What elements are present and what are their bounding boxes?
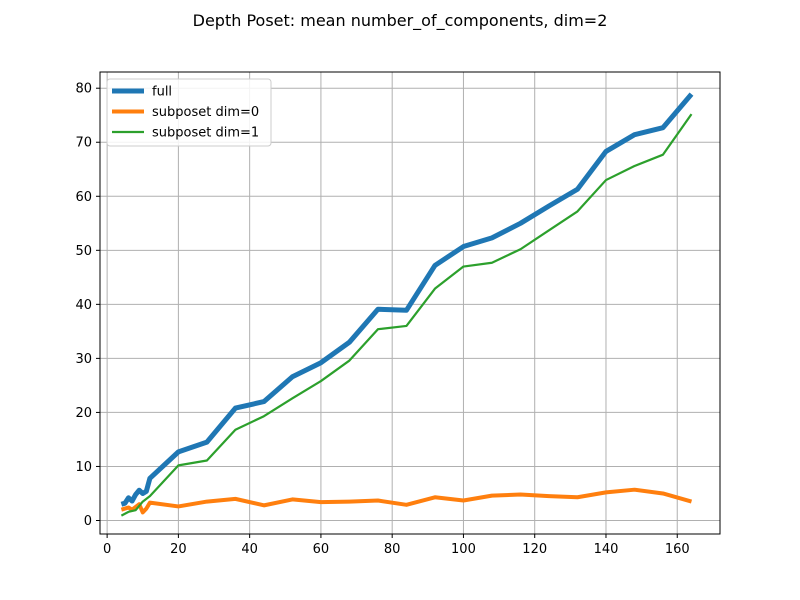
legend: full subposet dim=0 subposet dim=1 bbox=[106, 78, 272, 147]
x-tick-label: 140 bbox=[594, 542, 619, 557]
legend-box bbox=[106, 78, 272, 147]
series-line-2 bbox=[120, 113, 693, 517]
y-tick-label: 40 bbox=[75, 298, 92, 313]
x-tick-label: 160 bbox=[665, 542, 690, 557]
x-tick-label: 0 bbox=[103, 542, 111, 557]
x-axis: 0 20 40 60 80 100 120 140 160 bbox=[103, 534, 690, 557]
y-tick-label: 50 bbox=[75, 244, 92, 259]
y-tick-label: 0 bbox=[84, 514, 92, 529]
y-tick-label: 20 bbox=[75, 406, 92, 421]
x-tick-label: 80 bbox=[384, 542, 401, 557]
series-line-0 bbox=[120, 92, 694, 507]
y-axis: 0 10 20 30 40 50 60 70 80 bbox=[75, 82, 100, 529]
legend-label: subposet dim=1 bbox=[152, 126, 259, 141]
x-tick-label: 120 bbox=[522, 542, 547, 557]
series-line-1 bbox=[120, 487, 693, 515]
y-tick-label: 60 bbox=[75, 190, 92, 205]
legend-label: subposet dim=0 bbox=[152, 105, 259, 120]
x-tick-label: 60 bbox=[313, 542, 330, 557]
x-tick-label: 100 bbox=[451, 542, 476, 557]
x-tick-label: 40 bbox=[241, 542, 258, 557]
plot-frame bbox=[99, 71, 721, 535]
legend-label: full bbox=[152, 85, 172, 100]
y-tick-label: 80 bbox=[75, 82, 92, 97]
y-tick-label: 70 bbox=[75, 136, 92, 151]
chart-title: Depth Poset: mean number_of_components, … bbox=[193, 11, 608, 31]
y-tick-label: 30 bbox=[75, 352, 92, 367]
series-layer bbox=[120, 92, 694, 517]
y-tick-label: 10 bbox=[75, 460, 92, 475]
x-tick-label: 20 bbox=[170, 542, 187, 557]
